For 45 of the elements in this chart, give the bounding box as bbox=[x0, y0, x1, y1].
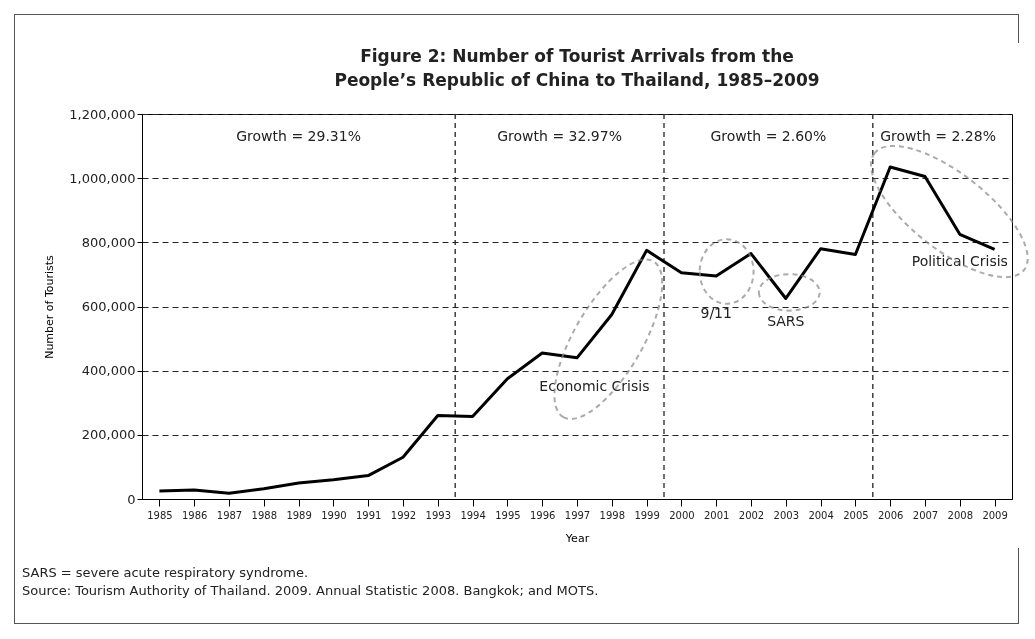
x-tick-label: 1989 bbox=[286, 509, 312, 521]
x-tick-label: 2007 bbox=[912, 509, 939, 521]
x-axis-title: Year bbox=[564, 531, 590, 545]
text: SARS = severe acute respiratory syndrome. bbox=[22, 564, 310, 582]
x-tick-label: 1999 bbox=[634, 509, 660, 521]
y-tick-label: 400,000 bbox=[81, 363, 136, 379]
annotation: SARS bbox=[767, 312, 805, 329]
x-tick-label: 2008 bbox=[947, 509, 974, 521]
annotation: Economic Crisis bbox=[539, 378, 650, 395]
x-tick-label: 2006 bbox=[877, 509, 904, 521]
x-tick-label: 1990 bbox=[321, 509, 347, 521]
x-tick-label: 1996 bbox=[529, 509, 556, 521]
y-axis-title: Number of Tourists bbox=[43, 254, 57, 359]
x-tick-label: 2002 bbox=[738, 509, 765, 521]
x-tick-label: 2009 bbox=[982, 509, 1008, 521]
annotation: Growth = 32.97% bbox=[497, 128, 622, 145]
x-tick-label: 2000 bbox=[669, 509, 695, 521]
x-tick-label: 1993 bbox=[425, 509, 452, 521]
y-tick-label: 0 bbox=[127, 491, 136, 507]
y-tick-label: 600,000 bbox=[81, 299, 136, 314]
y-tick-label: 1,000,000 bbox=[69, 170, 136, 186]
annotation: Growth = 2.28% bbox=[880, 128, 996, 145]
annotation: 9/11 bbox=[700, 305, 732, 322]
x-tick-label: 2003 bbox=[773, 509, 800, 521]
x-tick-label: 1998 bbox=[599, 509, 626, 521]
x-tick-label: 1988 bbox=[251, 509, 278, 521]
chart-title: Figure 2: Number of Tourist Arrivals from the People’s Republic of China to Thailand, 1985–2009 bbox=[334, 46, 820, 90]
x-tick-label: 1985 bbox=[147, 509, 173, 521]
y-tick-label: 800,000 bbox=[81, 234, 136, 250]
x-tick-label: 1995 bbox=[495, 509, 521, 521]
annotation: Growth = 2.60% bbox=[710, 128, 827, 145]
x-tick-label: 1994 bbox=[460, 509, 486, 521]
x-tick-label: 1986 bbox=[181, 509, 208, 521]
x-tick-label: 2004 bbox=[808, 509, 834, 521]
source-note: Source: Tourism Authority of Thailand. 2009. Annual Statistic 2008. Bangkok; and MOTS. bbox=[22, 582, 599, 600]
annotation: Political Crisis bbox=[911, 253, 1008, 270]
y-tick-label: 200,000 bbox=[81, 427, 136, 443]
annotation: Growth = 29.31% bbox=[236, 128, 361, 145]
x-tick-label: 1991 bbox=[355, 509, 382, 521]
x-tick-label: 1997 bbox=[564, 509, 591, 521]
x-tick-label: 2005 bbox=[843, 509, 869, 521]
x-tick-label: 2001 bbox=[703, 509, 730, 521]
y-tick-label: 1,200,000 bbox=[69, 106, 136, 122]
x-tick-label: 1987 bbox=[216, 509, 243, 521]
x-tick-label: 1992 bbox=[390, 509, 417, 521]
